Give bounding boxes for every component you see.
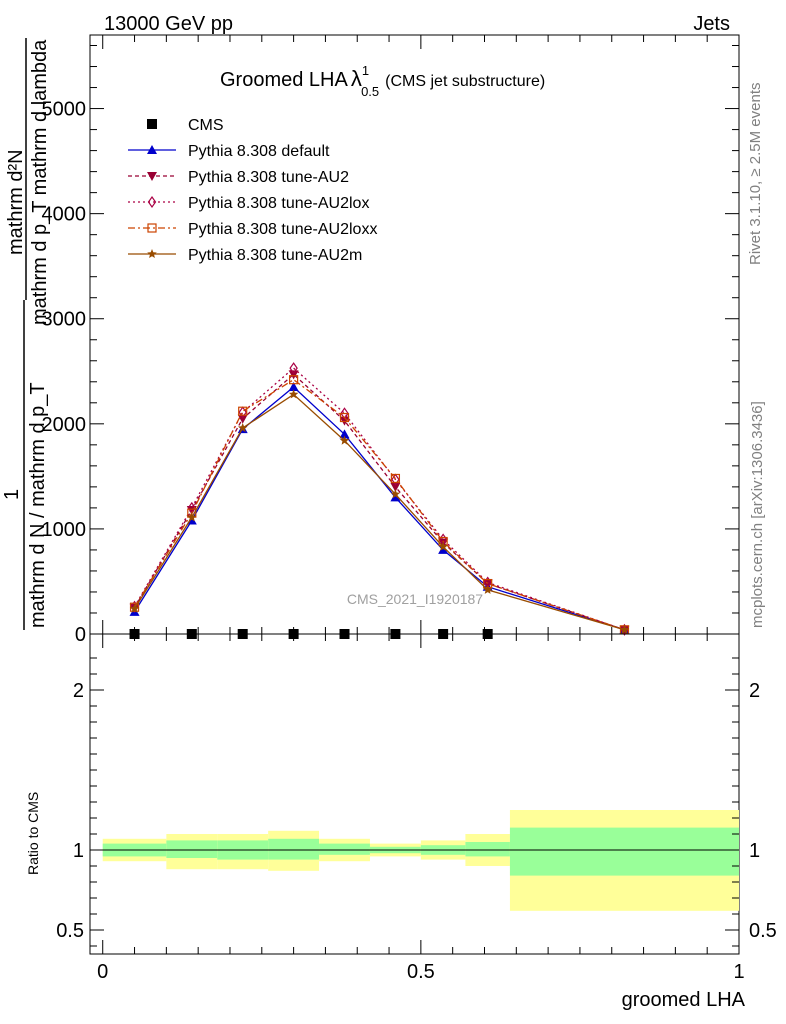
ylabel-frac1-denom: mathrm d p_T mathrm d lambda — [29, 39, 51, 325]
legend-label: Pythia 8.308 tune-AU2 — [188, 169, 349, 186]
marker-square-open — [147, 223, 157, 233]
ratio-y-tick-label: 1 — [73, 840, 84, 862]
marker-triangle-up — [390, 492, 401, 502]
legend-label: Pythia 8.308 tune-AU2m — [188, 247, 362, 264]
legend-label: CMS — [188, 117, 224, 134]
legend-entry: Pythia 8.308 tune-AU2loxx — [128, 221, 377, 238]
ratio-inner-band — [319, 843, 370, 855]
chart-title: Groomed LHA λ1 0.5 (CMS jet substructure) — [220, 63, 545, 99]
series-line — [133, 373, 625, 631]
marker-star — [187, 512, 197, 522]
ratio-bands — [102, 810, 739, 911]
marker-triangle-down — [237, 414, 248, 424]
ylabel-frac1-numer: mathrm d²N — [5, 149, 27, 255]
marker-triangle-up — [339, 429, 350, 439]
legend-entry: Pythia 8.308 default — [128, 143, 330, 160]
marker-star — [238, 423, 248, 433]
ratio-inner-band — [509, 827, 739, 876]
header-right: Jets — [693, 13, 730, 35]
title-sub: 0.5 — [361, 84, 379, 99]
ratio-axes: 0.5 0.51 12 20 0.5 1 — [56, 634, 777, 983]
marker-square — [147, 119, 157, 129]
marker-diamond-open — [147, 195, 157, 209]
ratio-y-tick-label: 2 — [73, 680, 84, 702]
legend: CMS Pythia 8.308 default Pythia 8.308 tune… — [128, 117, 377, 264]
marker-square-open — [238, 406, 248, 416]
y-tick-label: 2000 — [42, 414, 87, 436]
series-5 — [129, 389, 630, 634]
y-tick-label: 0 — [75, 624, 86, 646]
ratio-plot-frame — [89, 633, 740, 955]
ratio-y-tick-label-right: 2 — [749, 680, 760, 702]
marker-square-open — [390, 473, 401, 484]
marker-star — [482, 584, 493, 594]
marker-triangle-down — [390, 482, 401, 492]
ylabel-frac2-denom: mathrm d N / mathrm d p_T — [27, 382, 49, 628]
x-tick-label: 0 — [97, 961, 108, 983]
marker-triangle-up — [438, 544, 449, 554]
rivet-label: Rivet 3.1.10, ≥ 2.5M events — [747, 83, 764, 266]
marker-diamond-open — [391, 473, 400, 486]
marker-star — [129, 603, 140, 613]
marker-square-open — [289, 375, 299, 385]
legend-label: Pythia 8.308 tune-AU2loxx — [188, 221, 377, 238]
legend-entry: Pythia 8.308 tune-AU2m — [128, 247, 362, 264]
title-main: Groomed LHA — [220, 69, 348, 91]
ratio-y-tick-label-right: 0.5 — [749, 920, 777, 942]
header-left: 13000 GeV pp — [104, 13, 233, 35]
marker-diamond-open — [238, 406, 247, 419]
ratio-ylabel: Ratio to CMS — [25, 792, 41, 875]
marker-star — [339, 435, 350, 445]
marker-triangle-up — [147, 145, 157, 154]
legend-entry: Pythia 8.308 tune-AU2 — [128, 169, 349, 186]
y-tick-label: 3000 — [42, 309, 87, 331]
ylabel-one: 1 — [1, 489, 23, 500]
marker-triangle-down — [288, 370, 299, 380]
x-tick-label: 1 — [733, 961, 744, 983]
main-series — [129, 362, 630, 639]
marker-square-open — [339, 412, 350, 423]
main-axes: 0 1000 2000 3000 4000 5000 — [42, 35, 740, 646]
y-tick-label: 1000 — [42, 519, 87, 541]
title-lambda: λ — [351, 66, 362, 91]
x-tick-label: 0.5 — [407, 961, 435, 983]
legend-entry: CMS — [147, 117, 224, 134]
title-suffix: (CMS jet substructure) — [385, 73, 545, 90]
legend-label: Pythia 8.308 default — [188, 143, 330, 160]
legend-entry: Pythia 8.308 tune-AU2lox — [128, 195, 369, 212]
marker-star — [390, 489, 401, 499]
y-tick-label: 5000 — [42, 99, 87, 121]
marker-triangle-down — [147, 172, 157, 181]
y-tick-label: 4000 — [42, 204, 87, 226]
main-ylabel: mathrm d²N mathrm d p_T mathrm d lambda … — [1, 38, 51, 630]
mcplots-label: mcplots.cern.ch [arXiv:1306.3436] — [749, 401, 766, 628]
legend-label: Pythia 8.308 tune-AU2lox — [188, 195, 369, 212]
marker-triangle-up — [288, 382, 299, 392]
ratio-y-tick-label: 0.5 — [56, 920, 84, 942]
ratio-inner-band — [268, 838, 320, 860]
series-line — [133, 367, 625, 631]
x-axis-label: groomed LHA — [622, 989, 746, 1011]
series-line — [133, 378, 625, 631]
title-sup: 1 — [362, 63, 369, 78]
ratio-y-tick-label-right: 1 — [749, 840, 760, 862]
ratio-inner-band — [465, 842, 510, 857]
marker-diamond-open — [289, 362, 298, 375]
marker-star — [438, 541, 448, 551]
marker-star — [619, 624, 630, 634]
marker-star — [288, 389, 299, 399]
ratio-inner-band — [166, 840, 218, 858]
watermark: CMS_2021_I1920187 — [347, 591, 483, 607]
marker-star — [147, 249, 157, 258]
